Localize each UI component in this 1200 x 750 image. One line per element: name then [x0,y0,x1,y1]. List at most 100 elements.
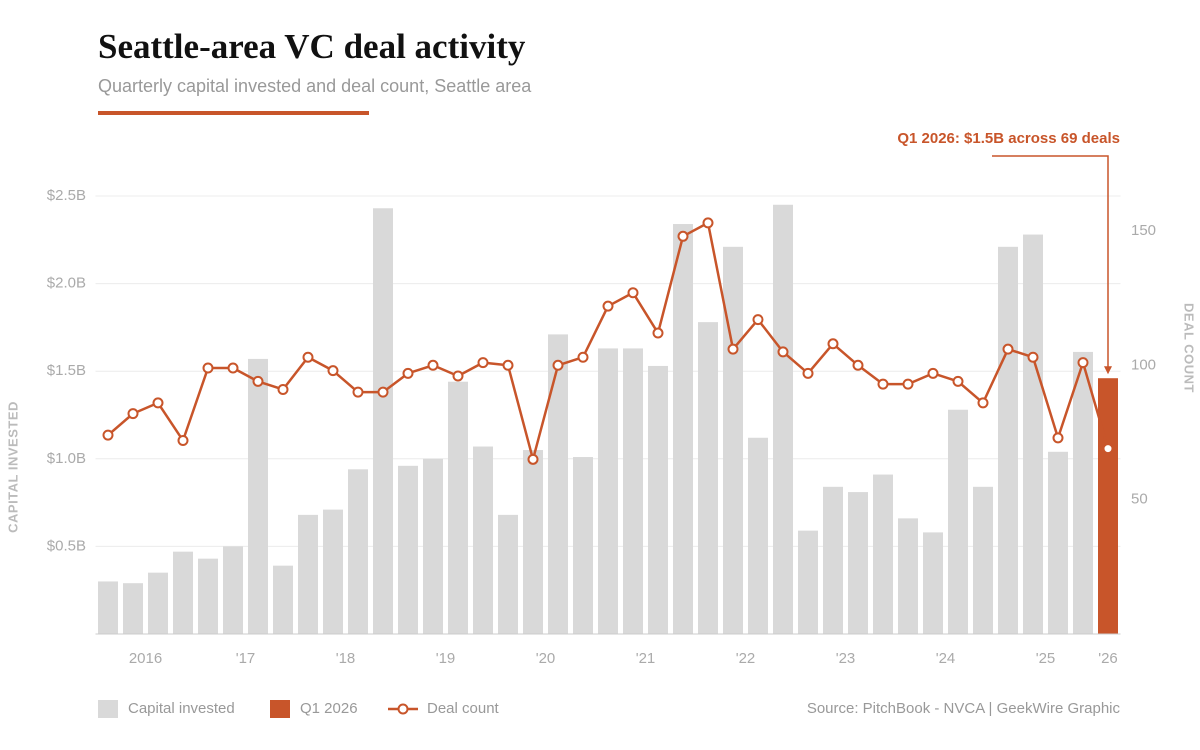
deal-count-point [427,359,439,371]
x-tick-label: '23 [836,650,856,667]
deal-count-point [527,453,539,465]
deal-count-point [552,359,564,371]
y2-tick-label: 100 [1131,356,1156,373]
bar [748,437,768,634]
bar [848,492,868,634]
bar [248,358,268,634]
legend-label: Deal count [427,700,500,717]
x-tick-label: '21 [636,650,656,667]
bar [648,365,668,634]
y-tick-label: $1.0B [47,450,86,467]
deal-count-point [327,365,339,377]
deal-count-point [352,386,364,398]
bar [998,246,1018,635]
bar [723,246,743,635]
y-tick-label: $2.0B [47,275,86,292]
bar [798,530,818,634]
deal-count-point [902,378,914,390]
deal-count-point [502,359,514,371]
y-tick-label: $1.5B [47,362,86,379]
bar [773,204,793,634]
bar [698,322,718,634]
deal-count-point [927,367,939,379]
legend-label: Capital invested [128,700,235,717]
deal-count-point [627,287,639,299]
legend-swatch [98,700,118,718]
y-tick-label: $2.5B [47,187,86,204]
bar [398,465,418,634]
deal-count-point [702,217,714,229]
deal-count-point [1027,351,1039,363]
bar [973,486,993,634]
source-note: Source: PitchBook - NVCA | GeekWire Grap… [807,700,1121,717]
y2-tick-label: 50 [1131,491,1148,508]
x-tick-label: '26 [1098,650,1118,667]
bar [598,348,618,634]
bar [473,446,493,634]
deal-count-point [127,408,139,420]
bar [923,532,943,634]
deal-count-point [1077,357,1089,369]
bar [573,457,593,634]
bar [448,381,468,634]
annotation: Q1 2026: $1.5B across 69 deals [897,130,1120,147]
bar [423,458,443,634]
bar [148,572,168,634]
bar [523,450,543,634]
deal-count-point [852,359,864,371]
deal-count-point [477,357,489,369]
deal-count-point [602,300,614,312]
bar [1073,351,1093,634]
y-tick-label: $0.5B [47,537,86,554]
x-tick-label: '24 [936,650,956,667]
deal-count-point [252,375,264,387]
bar [898,518,918,634]
bar [623,348,643,634]
bar [173,551,193,634]
bar [673,224,693,635]
deal-count-point [177,435,189,447]
bar [823,486,843,634]
x-tick-label: 2016 [129,650,162,667]
chart-subtitle: Quarterly capital invested and deal coun… [98,76,532,96]
bar [198,558,218,634]
bar [323,509,343,634]
bar [1098,378,1118,634]
bar [948,409,968,634]
legend-marker [397,703,409,715]
bar [298,514,318,634]
legend-swatch [270,700,290,718]
bar [223,546,243,634]
deal-count-point [302,351,314,363]
deal-count-point [977,397,989,409]
bar [498,514,518,634]
deal-count-point [677,230,689,242]
deal-count-point [202,362,214,374]
y-axis-title: CAPITAL INVESTED [5,401,20,533]
x-tick-label: '22 [736,650,756,667]
chart-title: Seattle-area VC deal activity [98,27,526,66]
x-tick-label: '17 [236,650,256,667]
y2-tick-label: 150 [1131,222,1156,239]
deal-count-point [1052,432,1064,444]
deal-count-point [752,314,764,326]
deal-count-point [827,338,839,350]
deal-count-point [727,343,739,355]
bar [1048,451,1068,634]
x-tick-label: '25 [1036,650,1056,667]
deal-count-point [877,378,889,390]
deal-count-point [652,327,664,339]
bar [348,469,368,634]
x-tick-label: '18 [336,650,356,667]
bar [273,565,293,634]
bar [98,581,118,634]
deal-count-point [577,351,589,363]
bar [123,583,143,634]
deal-count-point [1102,443,1114,455]
deal-count-point [102,429,114,441]
deal-count-point [777,346,789,358]
annotation-arrowhead [1104,366,1112,375]
legend-label: Q1 2026 [300,700,358,717]
deal-count-point [1002,343,1014,355]
